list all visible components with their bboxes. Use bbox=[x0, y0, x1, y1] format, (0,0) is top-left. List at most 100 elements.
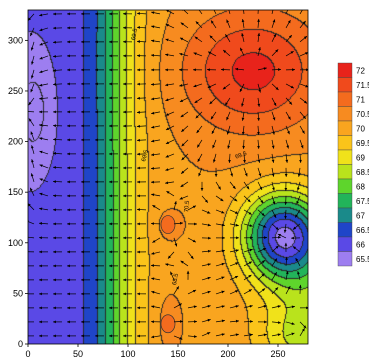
vector-arrow-head bbox=[263, 67, 267, 70]
y-tick-label: 0 bbox=[18, 339, 23, 349]
vector-arrow-head bbox=[258, 89, 261, 93]
vector-arrow-head bbox=[123, 82, 126, 86]
vector-arrow-head bbox=[95, 236, 98, 240]
vector-arrow-head bbox=[271, 145, 275, 149]
vector-arrow-head bbox=[67, 194, 70, 198]
vector-arrow-head bbox=[235, 67, 239, 71]
vector-arrow-head bbox=[67, 334, 70, 338]
vector-arrow-head bbox=[31, 159, 34, 163]
colorbar-label: 70.5 bbox=[356, 110, 369, 119]
vector-arrow-head bbox=[165, 68, 168, 72]
vector-arrow-head bbox=[137, 26, 140, 29]
vector-arrow-head bbox=[137, 208, 140, 211]
vector-arrow-head bbox=[151, 193, 155, 197]
vector-arrow-head bbox=[179, 52, 183, 56]
vector-arrow-head bbox=[210, 116, 214, 120]
vector-arrow-head bbox=[95, 320, 98, 324]
vector-arrow-head bbox=[95, 208, 98, 212]
vector-arrow-head bbox=[39, 222, 43, 225]
vector-arrow-head bbox=[220, 198, 224, 202]
vector-arrow-head bbox=[221, 223, 225, 227]
vector-arrow-head bbox=[303, 36, 307, 40]
vector-arrow-head bbox=[151, 290, 155, 294]
vector-arrow-head bbox=[232, 185, 236, 189]
contour-label: 70.5 bbox=[184, 200, 191, 213]
vector-arrow-head bbox=[249, 304, 253, 308]
vector-arrow-head bbox=[81, 334, 84, 338]
vector-arrow-head bbox=[208, 51, 212, 55]
vector-arrow-head bbox=[39, 192, 43, 196]
vector-arrow-head bbox=[137, 68, 140, 72]
vector-arrow bbox=[243, 10, 245, 14]
vector-arrow-head bbox=[293, 226, 297, 230]
vector-arrow-head bbox=[53, 264, 56, 268]
vector-arrow-head bbox=[165, 38, 169, 42]
vector-arrow-head bbox=[109, 110, 112, 114]
vector-arrow-head bbox=[288, 35, 292, 39]
vector-arrow-head bbox=[39, 236, 42, 240]
vector-arrow-head bbox=[287, 20, 291, 24]
x-tick-label: 250 bbox=[270, 349, 285, 359]
vector-arrow-head bbox=[196, 129, 200, 134]
vector-arrow-head bbox=[81, 26, 84, 30]
vector-arrow-head bbox=[123, 250, 126, 254]
vector-arrow-head bbox=[241, 33, 244, 37]
vector-arrow-head bbox=[284, 242, 288, 246]
vector-arrow-head bbox=[221, 262, 225, 266]
vector-arrow-head bbox=[81, 264, 84, 268]
vector-arrow-head bbox=[221, 333, 225, 336]
vector-arrow-head bbox=[67, 250, 70, 254]
vector-arrow-head bbox=[123, 138, 126, 142]
vector-arrow-head bbox=[31, 61, 34, 65]
vector-arrow-head bbox=[53, 278, 56, 282]
vector-arrow-head bbox=[222, 236, 225, 240]
vector-arrow-head bbox=[39, 264, 42, 268]
vector-arrow-head bbox=[306, 68, 308, 72]
vector-arrow-head bbox=[271, 159, 275, 163]
vector-arrow-head bbox=[258, 173, 262, 177]
vector-arrow-head bbox=[39, 320, 42, 324]
vector-arrow-head bbox=[291, 236, 294, 240]
vector-arrow-head bbox=[53, 54, 56, 58]
vector-arrow-head bbox=[226, 19, 229, 23]
colorbar-swatch bbox=[337, 149, 353, 165]
vector-arrow-head bbox=[190, 255, 194, 260]
vector-arrow-head bbox=[272, 187, 275, 191]
vector-arrow-head bbox=[151, 277, 155, 281]
colorbar-swatch bbox=[337, 164, 353, 180]
vector-arrow-head bbox=[109, 194, 112, 198]
vector-arrow-head bbox=[211, 130, 215, 134]
colorbar-swatch bbox=[337, 207, 353, 223]
vector-arrow-head bbox=[81, 124, 84, 128]
vector-arrow-head bbox=[53, 194, 56, 198]
vector-arrow-head bbox=[250, 320, 253, 323]
vector-arrow-head bbox=[260, 200, 264, 204]
vector-arrow-head bbox=[95, 40, 98, 44]
y-tick-label: 200 bbox=[8, 137, 23, 147]
vector-arrow-head bbox=[81, 292, 84, 296]
vector-arrow-head bbox=[181, 157, 185, 161]
vector-arrow-head bbox=[299, 159, 302, 163]
vector-arrow-head bbox=[39, 97, 43, 100]
vector-arrow-head bbox=[30, 47, 34, 51]
vector-arrow-head bbox=[109, 166, 112, 170]
vector-arrow-head bbox=[193, 52, 197, 56]
vector-arrow-head bbox=[53, 12, 56, 16]
vector-arrow-head bbox=[123, 110, 126, 114]
vector-arrow-head bbox=[273, 214, 277, 218]
vector-arrow-head bbox=[192, 289, 197, 293]
vector-arrow-head bbox=[109, 250, 112, 254]
x-tick-label: 0 bbox=[25, 349, 30, 359]
vector-arrow-head bbox=[137, 40, 140, 43]
vector-arrow-head bbox=[28, 118, 32, 122]
vector-arrow-head bbox=[151, 53, 155, 57]
vector-arrow-head bbox=[53, 124, 56, 128]
vector-arrow-head bbox=[95, 96, 98, 100]
vector-arrow-head bbox=[194, 222, 197, 226]
vector-arrow-head bbox=[221, 249, 225, 253]
vector-arrow-head bbox=[81, 222, 84, 226]
vector-arrow-head bbox=[302, 115, 306, 119]
vector-arrow-head bbox=[165, 53, 169, 57]
vector-arrow-head bbox=[123, 264, 126, 268]
